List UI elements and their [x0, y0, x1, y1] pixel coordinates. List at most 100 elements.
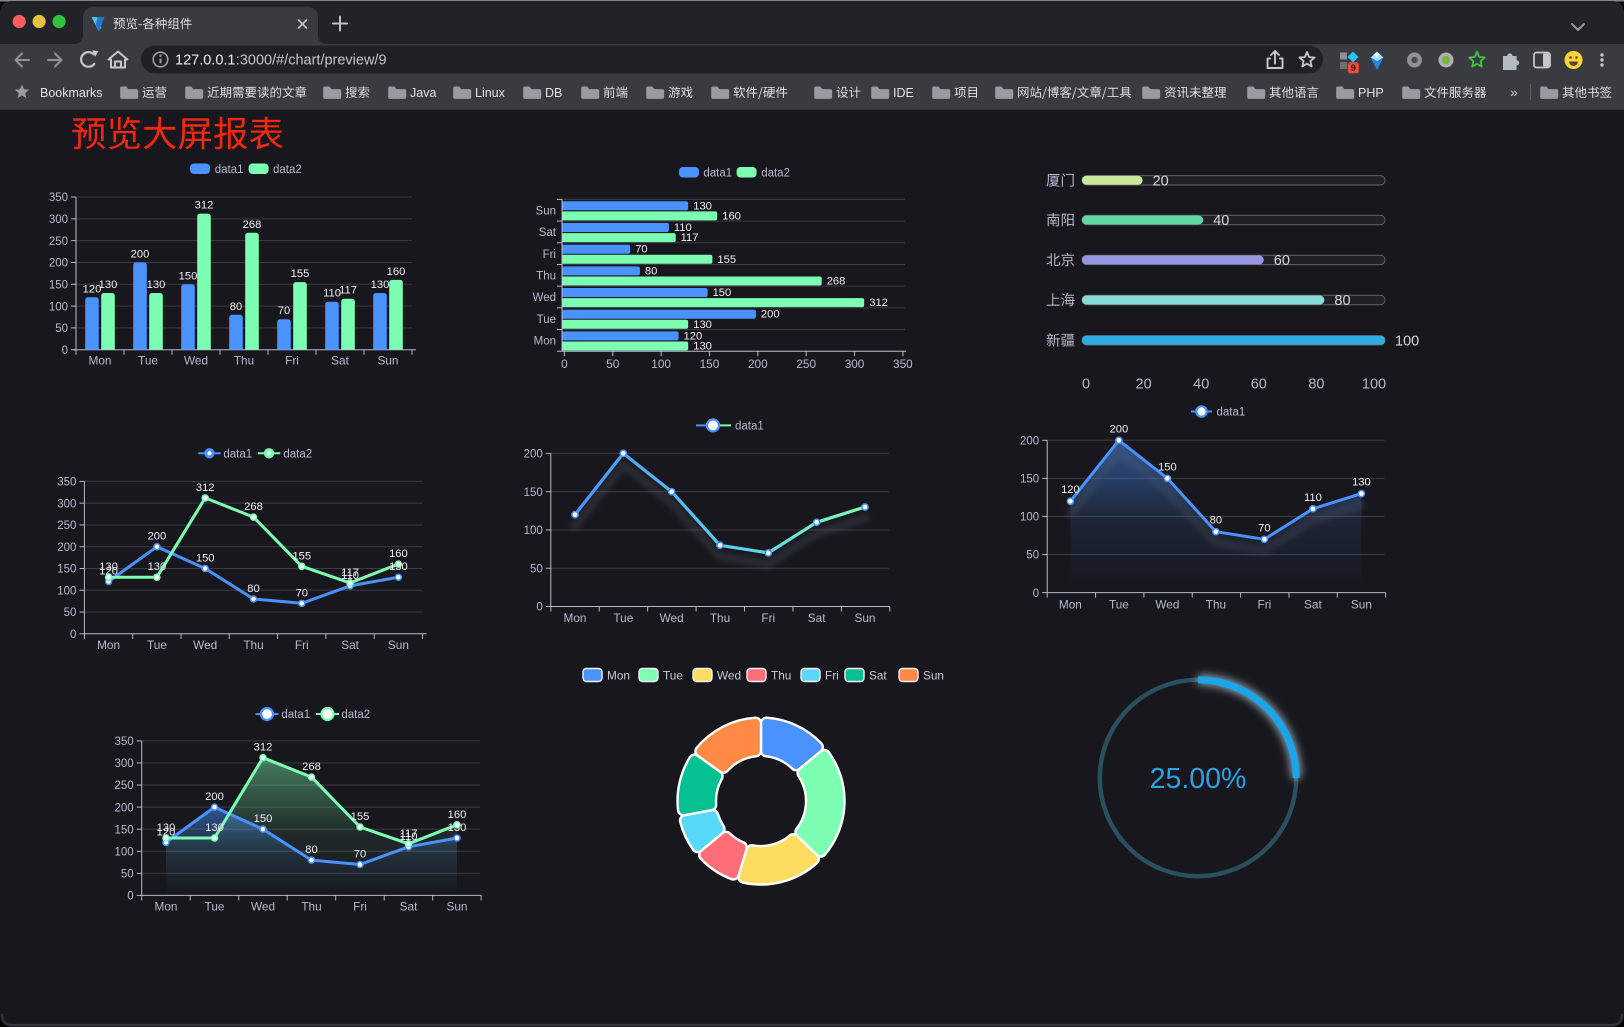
svg-text:0: 0 — [62, 345, 68, 357]
svg-text:Sat: Sat — [539, 227, 557, 239]
svg-text:120: 120 — [1061, 484, 1080, 496]
svg-text:110: 110 — [341, 570, 359, 582]
svg-text:155: 155 — [351, 811, 370, 823]
svg-text:0: 0 — [561, 357, 568, 371]
svg-text:150: 150 — [115, 824, 134, 836]
svg-text:20: 20 — [1136, 377, 1152, 393]
svg-text:150: 150 — [1020, 474, 1039, 486]
svg-text:70: 70 — [354, 849, 366, 861]
svg-text:200: 200 — [115, 802, 134, 814]
svg-text:Thu: Thu — [771, 669, 791, 683]
svg-text:130: 130 — [693, 319, 712, 331]
svg-text:110: 110 — [323, 288, 341, 300]
svg-text:312: 312 — [254, 742, 273, 754]
svg-text:100: 100 — [651, 357, 671, 371]
svg-text:130: 130 — [205, 822, 224, 834]
svg-text:155: 155 — [717, 254, 736, 266]
svg-text:110: 110 — [1304, 492, 1322, 504]
svg-text:Sun: Sun — [378, 354, 399, 368]
svg-text:Sat: Sat — [400, 900, 418, 914]
svg-text:Wed: Wed — [251, 900, 275, 914]
svg-text:data2: data2 — [283, 449, 312, 461]
svg-text:50: 50 — [121, 869, 134, 881]
svg-text:50: 50 — [530, 563, 543, 575]
svg-text:0: 0 — [70, 629, 76, 641]
svg-text:100: 100 — [1020, 512, 1039, 524]
svg-text:Sat: Sat — [341, 638, 359, 652]
svg-text:70: 70 — [635, 244, 647, 256]
svg-text:155: 155 — [292, 550, 311, 562]
svg-text:80: 80 — [305, 844, 317, 856]
svg-text:Thu: Thu — [301, 900, 321, 914]
svg-text:117: 117 — [339, 285, 357, 297]
svg-text:0: 0 — [1033, 588, 1039, 600]
svg-text:Sun: Sun — [536, 205, 556, 217]
svg-text:80: 80 — [1210, 515, 1222, 527]
svg-text:130: 130 — [371, 279, 390, 291]
svg-text:Sat: Sat — [331, 354, 349, 368]
svg-text:250: 250 — [57, 520, 76, 532]
svg-text:200: 200 — [49, 258, 68, 270]
svg-text:120: 120 — [157, 826, 176, 838]
svg-text:Wed: Wed — [184, 354, 208, 368]
svg-text:200: 200 — [761, 309, 780, 321]
svg-text:312: 312 — [869, 297, 888, 309]
svg-text:Wed: Wed — [193, 638, 217, 652]
svg-text:350: 350 — [115, 736, 134, 748]
svg-text:0: 0 — [127, 891, 133, 903]
svg-text:Tue: Tue — [613, 611, 633, 625]
svg-text:50: 50 — [55, 323, 68, 335]
svg-text:127.0.0.1: 127.0.0.1 — [175, 53, 235, 69]
svg-text:Java: Java — [410, 86, 436, 100]
svg-text:350: 350 — [49, 192, 68, 204]
svg-text:data2: data2 — [273, 164, 302, 176]
svg-text:50: 50 — [64, 607, 77, 619]
svg-text:Tue: Tue — [537, 314, 556, 326]
svg-text:data2: data2 — [341, 709, 370, 721]
svg-text:Thu: Thu — [536, 271, 556, 283]
svg-text:50: 50 — [606, 357, 620, 371]
svg-text:250: 250 — [115, 780, 134, 792]
svg-text:data1: data1 — [735, 421, 764, 433]
svg-text:200: 200 — [57, 542, 76, 554]
svg-text:130: 130 — [99, 279, 118, 291]
svg-text:Wed: Wed — [717, 669, 741, 683]
svg-text:80: 80 — [1334, 293, 1350, 309]
svg-text:data1: data1 — [281, 709, 310, 721]
svg-text:312: 312 — [195, 200, 214, 212]
svg-text:160: 160 — [387, 266, 406, 278]
svg-text:110: 110 — [674, 222, 692, 234]
svg-text::3000/#/chart/preview/9: :3000/#/chart/preview/9 — [236, 53, 387, 69]
svg-text:Sun: Sun — [388, 638, 409, 652]
svg-text:200: 200 — [1020, 436, 1039, 448]
svg-text:300: 300 — [845, 357, 865, 371]
svg-text:150: 150 — [179, 270, 198, 282]
svg-text:117: 117 — [681, 232, 699, 244]
svg-text:130: 130 — [389, 561, 408, 573]
svg-text:Fri: Fri — [1258, 597, 1272, 611]
svg-text:150: 150 — [57, 564, 76, 576]
svg-text:data1: data1 — [223, 449, 252, 461]
svg-text:250: 250 — [796, 357, 816, 371]
svg-text:Wed: Wed — [533, 292, 556, 304]
svg-text:100: 100 — [49, 301, 68, 313]
svg-text:130: 130 — [99, 561, 118, 573]
svg-text:150: 150 — [524, 487, 543, 499]
svg-text:130: 130 — [148, 561, 167, 573]
svg-text:Fri: Fri — [761, 611, 775, 625]
svg-text:Thu: Thu — [234, 354, 254, 368]
svg-text:Fri: Fri — [825, 669, 839, 683]
svg-text:80: 80 — [230, 301, 242, 313]
svg-text:117: 117 — [400, 828, 418, 840]
svg-text:150: 150 — [254, 813, 273, 825]
svg-text:150: 150 — [1158, 461, 1177, 473]
svg-text:300: 300 — [49, 214, 68, 226]
svg-text:120: 120 — [83, 283, 102, 295]
svg-text:Fri: Fri — [285, 354, 299, 368]
svg-text:Sun: Sun — [854, 611, 875, 625]
svg-text:268: 268 — [302, 761, 321, 773]
svg-text:Mon: Mon — [1059, 597, 1082, 611]
svg-text:60: 60 — [1274, 253, 1290, 269]
svg-text:Bookmarks: Bookmarks — [40, 86, 103, 100]
svg-text:100: 100 — [1362, 377, 1386, 393]
